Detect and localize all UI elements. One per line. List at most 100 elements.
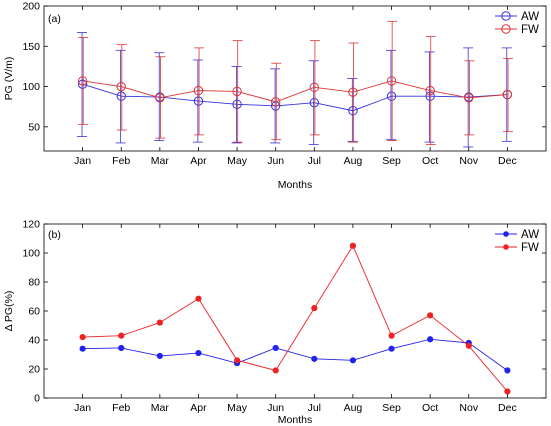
data-point [116, 81, 126, 92]
x-tick-label: Oct [422, 155, 438, 167]
x-tick-label: Sep [382, 155, 401, 167]
data-point [348, 87, 358, 97]
data-point [427, 336, 434, 343]
y-tick-label: 200 [22, 1, 40, 13]
data-point [156, 352, 163, 360]
x-tick-label: Mar [151, 155, 170, 167]
y-tick-label: 20 [28, 364, 40, 376]
data-point [193, 85, 204, 96]
series-line [82, 338, 508, 371]
series-aw [77, 32, 513, 148]
data-point [155, 93, 165, 103]
data-point [193, 96, 204, 106]
y-tick-label: 100 [22, 248, 40, 260]
x-tick-label: Jun [267, 155, 284, 167]
data-point [79, 345, 86, 352]
x-tick-label: Dec [498, 402, 517, 414]
x-tick-label: Aug [344, 402, 363, 414]
x-tick-label: Mar [151, 402, 170, 414]
data-point [425, 85, 435, 96]
data-point [79, 334, 86, 341]
legend-label: FW [521, 24, 539, 36]
data-point [116, 91, 126, 101]
data-point [77, 79, 88, 89]
data-point [464, 93, 474, 103]
legend-marker [501, 11, 511, 21]
series-fw [79, 242, 511, 395]
data-point [118, 344, 125, 352]
y-tick-label: 50 [28, 121, 40, 133]
panel-b-axes-frame [43, 223, 547, 399]
data-point [388, 345, 395, 352]
series-line [82, 244, 508, 392]
data-point [232, 86, 242, 97]
series-aw [79, 336, 511, 374]
x-tick-label: Jan [74, 155, 91, 167]
x-tick-label: Sep [382, 402, 401, 414]
data-point [77, 76, 88, 86]
y-tick-label: 150 [22, 41, 40, 53]
x-tick-label: Oct [422, 402, 438, 414]
data-point [465, 342, 472, 349]
y-tick-label: 120 [22, 219, 40, 231]
series-fw [77, 20, 513, 145]
data-point [504, 367, 511, 374]
data-point [272, 367, 279, 374]
x-tick-label: Dec [498, 155, 517, 167]
data-point [156, 319, 163, 326]
panel-a-label: (a) [48, 13, 61, 25]
panel-a-series [77, 20, 513, 148]
y-tick-label: 0 [34, 393, 40, 405]
legend-marker [503, 244, 509, 250]
panel-b-ylabel: Δ PG(%) [3, 291, 15, 332]
panel-b-label: (b) [48, 229, 61, 241]
x-tick-label: Jul [308, 155, 321, 167]
data-point [309, 82, 320, 93]
data-point [118, 332, 125, 339]
legend-label: AW [521, 11, 539, 23]
data-point [270, 97, 281, 107]
data-point [427, 312, 434, 319]
panel-a-axes-frame [43, 5, 547, 152]
panel-b-ticks: Jan Feb Mar Apr May Jun Jul Aug Sep Oct Nov Dec 0 20 4… [22, 219, 546, 414]
panel-a: Jan Feb Mar Apr May Jun Jul Aug Sep Oct Nov Dec 50 10… [3, 1, 547, 191]
panel-a-ylabel: PG (V/m) [3, 57, 15, 101]
series-line [82, 80, 508, 103]
y-tick-label: 100 [22, 81, 40, 93]
x-tick-label: Nov [459, 402, 478, 414]
panel-a-xlabel: Months [278, 179, 312, 191]
x-tick-label: Apr [190, 155, 207, 167]
y-tick-label: 40 [28, 335, 40, 347]
data-point [272, 344, 279, 352]
panel-b-xlabel: Months [278, 414, 312, 426]
data-point [504, 388, 511, 395]
data-point [349, 357, 357, 364]
series-line [82, 83, 508, 112]
legend-label: FW [521, 242, 539, 254]
data-point [311, 305, 318, 312]
x-tick-label: Jan [74, 402, 91, 414]
data-point [349, 242, 357, 249]
panel-a-ticks: Jan Feb Mar Apr May Jun Jul Aug Sep Oct Nov Dec 50 10… [22, 1, 546, 167]
data-point [233, 357, 241, 364]
x-tick-label: Jun [267, 402, 284, 414]
data-point [502, 89, 513, 100]
data-point [311, 355, 318, 362]
x-tick-label: May [227, 402, 248, 414]
panel-b-series [79, 242, 511, 395]
x-tick-label: Feb [112, 402, 130, 414]
x-tick-label: Jul [308, 402, 321, 414]
data-point [386, 76, 397, 86]
x-tick-label: Feb [112, 155, 130, 167]
panel-b: Jan Feb Mar Apr May Jun Jul Aug Sep Oct Nov Dec 0 20 4… [3, 219, 547, 426]
legend-marker [501, 24, 511, 34]
x-tick-label: Apr [190, 402, 207, 414]
legend-marker [503, 231, 509, 237]
data-point [388, 332, 395, 339]
data-point [195, 349, 202, 357]
data-point [348, 106, 358, 116]
y-tick-label: 60 [28, 306, 40, 318]
